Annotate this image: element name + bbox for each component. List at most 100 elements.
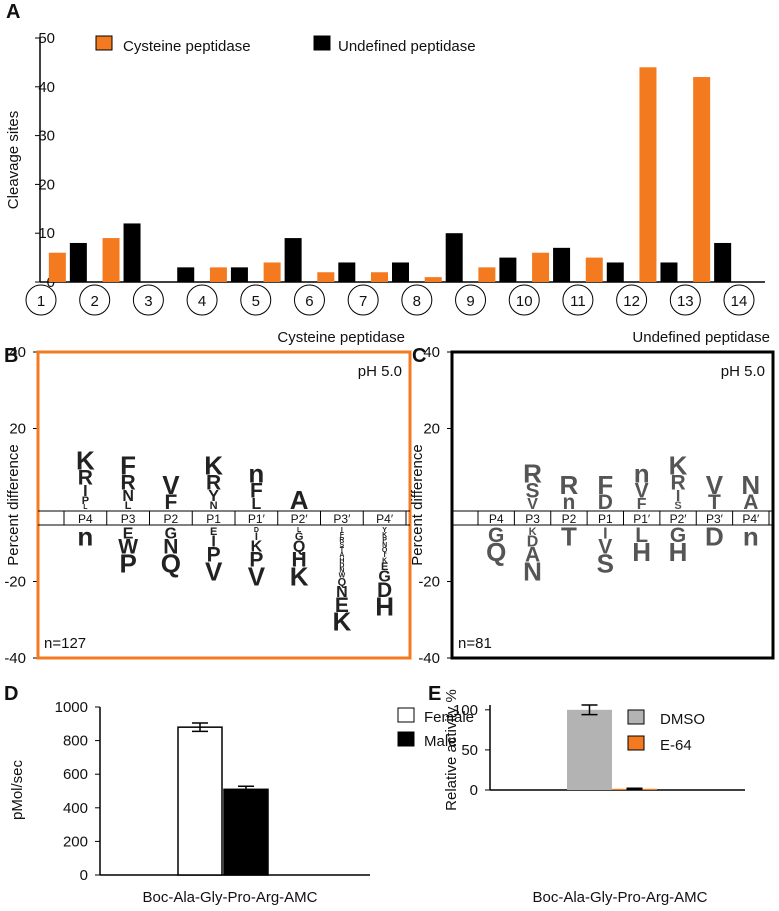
logo-letter: K [669,450,688,480]
position-label: P3 [525,512,540,526]
boundary-circle [723,284,755,316]
y-tick-label: 50 [461,742,478,759]
y-tick-label: 400 [63,800,88,817]
logo-letter: P [119,548,136,578]
legend-swatch [313,35,331,51]
y-tick-label: 40 [423,344,440,361]
logo-letter: T [340,547,345,554]
logo-letter: I [676,488,680,505]
legend-label: E-64 [660,737,692,754]
bar [478,267,496,282]
x-tick-label: 8 [413,293,421,310]
x-tick-label: 5 [252,293,260,310]
logo-letter: S [340,542,345,549]
logo-letter: T [561,522,577,552]
logo-letter: T [708,491,721,514]
logo-letter: D [598,491,613,514]
y-tick-label: -20 [418,574,440,591]
error-bar [192,722,208,733]
logo-letter: K [290,561,309,591]
logo-letter: A [290,485,309,515]
bar [553,247,571,282]
logo-letter: G [378,569,390,586]
position-label: P2 [164,512,179,526]
y-axis-label: Cleavage sites [5,111,22,209]
x-tick-label: 2 [91,293,99,310]
logo-letter: H [292,549,307,572]
y-tick-label: -40 [4,650,26,667]
logo-letter: Y [208,488,219,505]
boundary-circle [293,284,325,316]
logo-letter: R [523,458,542,488]
bar [209,267,227,282]
logo-letter: W [118,536,138,559]
logo-letter: V [635,479,649,502]
logo-letter: H [375,592,394,622]
logo-letter: H [669,537,688,567]
bar [102,238,120,282]
logo-letter: N [382,542,387,549]
y-axis-label: Relative activity % [443,689,460,811]
boundary-circle [132,284,164,316]
y-tick-label: 20 [9,421,26,438]
logo-letter: L [251,496,261,513]
x-tick-label: 6 [305,293,313,310]
logo-letter: R [78,467,93,490]
logo-letter: R [339,537,344,544]
y-tick-label: 0 [80,867,88,884]
logo-letter: K [382,557,387,564]
y-tick-label: 50 [38,30,55,47]
bar [660,262,678,282]
position-label: P2 [562,512,577,526]
logo-letter: L [125,500,132,512]
legend-label: Cysteine peptidase [123,38,251,55]
logo-letter: E [335,594,349,617]
logo-letter: K [382,532,387,539]
logo-letter: D [527,533,539,550]
logo-letter: R [121,472,136,495]
y-tick-label: 200 [63,833,88,850]
logo-letter: I [83,483,87,500]
annotation: pH 5.0 [358,363,402,380]
frame [36,350,412,660]
x-tick-label: 3 [144,293,152,310]
logo-letter: I [211,533,215,550]
position-label: P2′ [670,512,688,526]
bar [392,262,409,282]
x-axis-label: Boc-Ala-Gly-Pro-Arg-AMC [532,889,707,906]
bar [48,252,66,282]
position-label: P3′ [706,512,724,526]
logo-letter: P [382,537,387,544]
panel-title: Cysteine peptidase [277,329,405,346]
logo-letter: F [637,496,647,513]
y-tick-label: 800 [63,733,88,750]
error-bar [238,785,254,794]
logo-letter: E [381,561,388,573]
annotation: n=81 [458,635,492,652]
panel-label: C [412,345,426,367]
logo-letter: P [82,495,89,507]
bar [693,77,711,282]
logo-letter: A [743,491,758,514]
x-tick-label: 12 [623,293,640,310]
logo-letter: D [254,527,259,534]
logo-letter: D [377,579,392,602]
logo-letter: N [122,488,134,505]
logo-letter: F [250,479,263,502]
bar [499,257,517,282]
bar [424,277,442,282]
logo-letter: G [165,526,177,543]
legend-label: Undefined peptidase [338,38,476,55]
legend-swatch [95,35,113,51]
logo-letter: Q [486,537,506,567]
logo-letter: E [123,526,134,543]
logo-letter: R [560,470,579,500]
logo-letter: I [341,527,343,534]
error-bar [626,787,643,791]
panel-label: D [4,683,18,705]
logo-letter: K [76,445,95,475]
boundary-circle [25,284,57,316]
boundary-circle [240,284,272,316]
bar [639,67,657,282]
